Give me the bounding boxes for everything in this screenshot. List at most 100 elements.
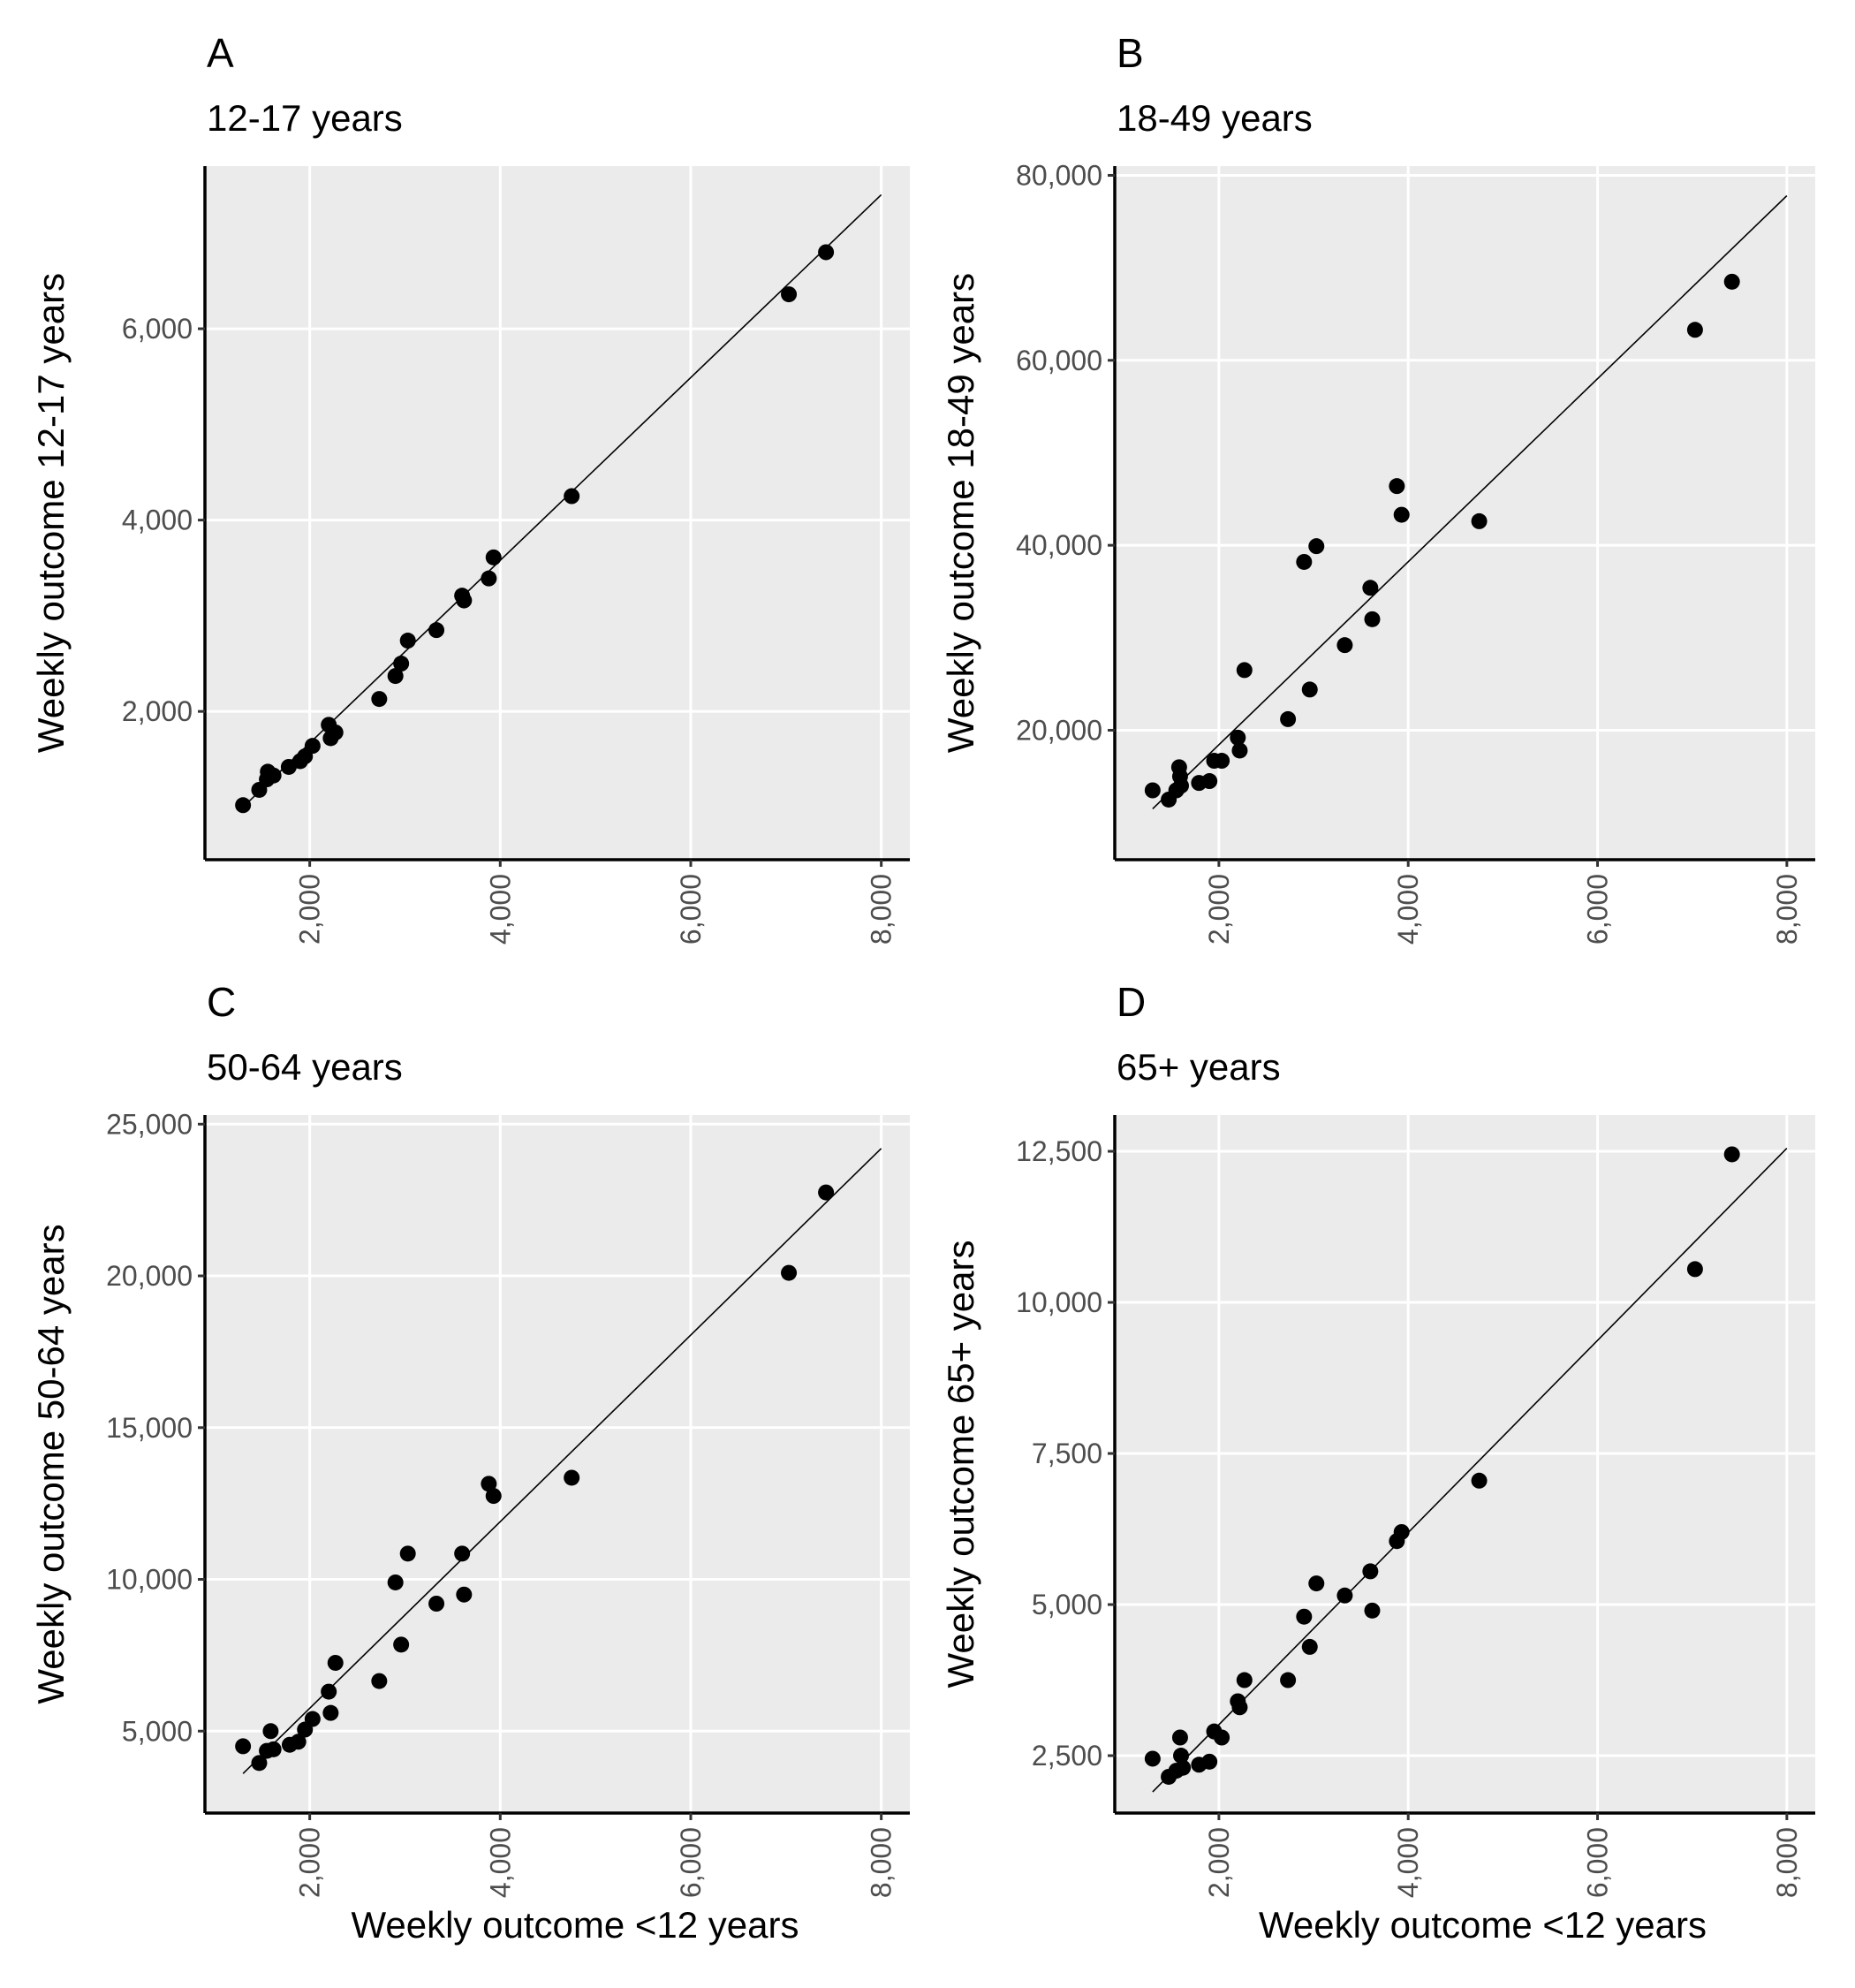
y-tick-label: 5,000 xyxy=(122,1715,193,1747)
fit-line xyxy=(1152,1148,1788,1793)
fit-line xyxy=(242,1148,882,1774)
data-point xyxy=(1686,322,1703,338)
y-tick-label: 4,000 xyxy=(122,505,193,536)
x-tick-label: 8,000 xyxy=(866,1827,897,1898)
data-point xyxy=(304,1711,321,1727)
x-tick-label: 6,000 xyxy=(675,874,707,945)
data-point xyxy=(327,1654,344,1671)
panel-letter: B xyxy=(1117,30,1144,76)
y-tick-label: 20,000 xyxy=(106,1260,193,1292)
x-tick-label: 4,000 xyxy=(1392,874,1424,945)
x-axis-title: Weekly outcome <12 years xyxy=(352,1904,799,1946)
data-point xyxy=(456,592,473,609)
y-tick-label: 15,000 xyxy=(106,1412,193,1444)
data-point xyxy=(1144,782,1161,799)
data-point xyxy=(481,570,497,587)
fit-line xyxy=(1152,194,1788,810)
x-axis-title: Weekly outcome <12 years xyxy=(1259,1904,1707,1946)
data-point xyxy=(1231,742,1248,759)
y-tick-label: 2,000 xyxy=(122,695,193,727)
data-point xyxy=(1336,1587,1353,1604)
panel-b: B 18-49 years 20,000 40,000 60,000 80,000 2,00… xyxy=(940,30,1815,945)
panel-title: 18-49 years xyxy=(1117,97,1313,139)
data-point xyxy=(1214,753,1230,770)
panel-title: 65+ years xyxy=(1117,1046,1281,1088)
data-point xyxy=(428,1596,445,1612)
data-point xyxy=(1296,1608,1313,1625)
data-point xyxy=(1362,580,1379,596)
y-tick-label: 7,500 xyxy=(1032,1438,1102,1469)
data-point xyxy=(1201,773,1218,790)
data-point xyxy=(1364,611,1381,627)
y-axis-title: Weekly outcome 12-17 years xyxy=(30,273,72,753)
data-point xyxy=(1236,1672,1253,1688)
x-tick-label: 2,000 xyxy=(1203,1827,1235,1898)
data-point xyxy=(1301,1638,1318,1655)
y-tick-label: 10,000 xyxy=(1016,1286,1102,1318)
data-point xyxy=(235,797,252,814)
y-tick-label: 60,000 xyxy=(1016,345,1102,376)
data-point xyxy=(1364,1602,1381,1619)
data-point xyxy=(327,724,344,740)
data-point xyxy=(1173,778,1190,794)
data-point xyxy=(564,488,580,505)
x-tick-label: 4,000 xyxy=(484,874,516,945)
data-point xyxy=(1471,512,1488,529)
data-point xyxy=(1362,1563,1379,1580)
data-point xyxy=(781,286,798,303)
data-point xyxy=(1171,1729,1188,1746)
data-point xyxy=(454,1545,471,1562)
data-point xyxy=(1231,1699,1248,1716)
y-tick-label: 10,000 xyxy=(106,1564,193,1596)
data-point xyxy=(1389,478,1405,495)
panel-letter: C xyxy=(207,979,236,1025)
data-point xyxy=(322,1704,339,1721)
data-point xyxy=(262,1723,279,1740)
x-tick-label: 4,000 xyxy=(484,1827,516,1898)
x-tick-label: 2,000 xyxy=(294,874,326,945)
y-axis-title: Weekly outcome 18-49 years xyxy=(940,273,981,753)
data-point xyxy=(428,622,445,639)
data-point xyxy=(251,1755,268,1772)
plot-background xyxy=(205,166,910,860)
data-point xyxy=(1280,1672,1297,1688)
data-point xyxy=(1296,553,1313,570)
data-point xyxy=(456,1586,473,1603)
data-point xyxy=(1175,1759,1192,1776)
data-point xyxy=(265,1741,282,1757)
x-tick-label: 6,000 xyxy=(675,1827,707,1898)
data-point xyxy=(1308,1575,1325,1592)
y-tick-label: 20,000 xyxy=(1016,714,1102,746)
panel-d: D 65+ years 2,500 5,000 7,500 10,000 12,500 2,0… xyxy=(940,979,1815,1946)
x-tick-label: 6,000 xyxy=(1582,1827,1614,1898)
x-tick-label: 2,000 xyxy=(294,1827,326,1898)
data-point xyxy=(321,1683,337,1700)
y-tick-label: 6,000 xyxy=(122,313,193,345)
x-tick-label: 8,000 xyxy=(1771,874,1803,945)
data-point xyxy=(399,1545,416,1562)
data-point xyxy=(1723,273,1740,290)
data-point xyxy=(387,668,404,685)
panel-letter: D xyxy=(1117,979,1146,1025)
data-point xyxy=(393,656,410,672)
panel-title: 12-17 years xyxy=(207,97,403,139)
data-point xyxy=(564,1469,580,1486)
data-point xyxy=(1686,1261,1703,1278)
y-tick-label: 2,500 xyxy=(1032,1740,1102,1772)
y-axis-title: Weekly outcome 65+ years xyxy=(940,1241,981,1688)
data-point xyxy=(1214,1729,1230,1746)
x-tick-label: 2,000 xyxy=(1203,874,1235,945)
data-point xyxy=(265,767,282,784)
data-point xyxy=(393,1636,410,1653)
data-point xyxy=(371,691,388,708)
x-tick-label: 6,000 xyxy=(1582,874,1614,945)
data-point xyxy=(1144,1750,1161,1767)
data-point xyxy=(371,1673,388,1689)
panel-letter: A xyxy=(207,30,234,76)
data-point xyxy=(304,738,321,755)
y-tick-label: 40,000 xyxy=(1016,529,1102,561)
data-point xyxy=(387,1574,404,1590)
y-tick-label: 80,000 xyxy=(1016,159,1102,191)
data-point xyxy=(1393,506,1410,523)
